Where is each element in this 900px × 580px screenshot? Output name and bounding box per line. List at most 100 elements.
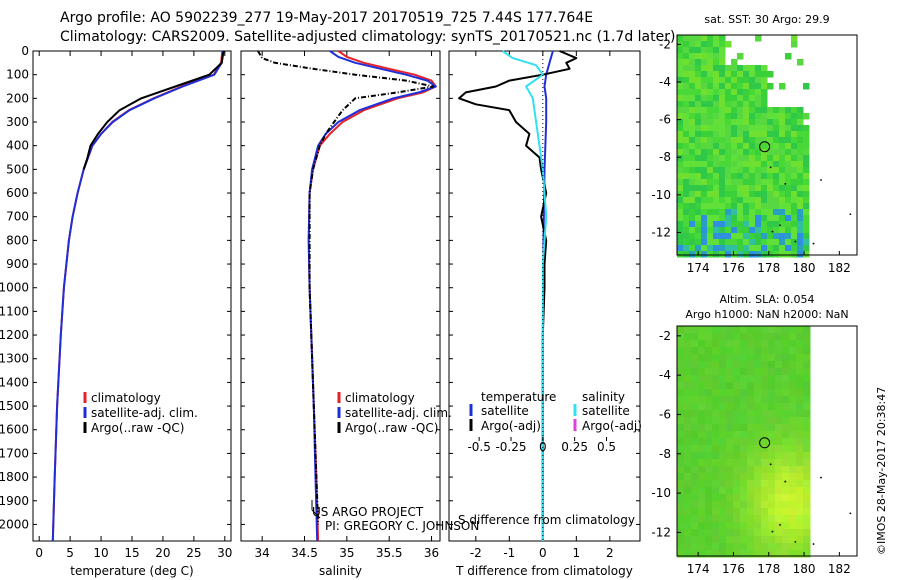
- sst-map-cell: [755, 197, 762, 204]
- sla-map-cell: [747, 466, 755, 474]
- sla-map-cell: [740, 347, 748, 355]
- sst-map-cell: [731, 155, 738, 162]
- sla-map-cell: [719, 501, 727, 509]
- sla-map-cell: [803, 473, 811, 481]
- sla-map-cell: [782, 375, 790, 383]
- sla-map-cell: [719, 529, 727, 537]
- sst-map-cell: [749, 137, 756, 144]
- sla-map-cell: [761, 515, 769, 523]
- sst-map-cell: [743, 215, 750, 222]
- sst-map-cell: [737, 143, 744, 150]
- sla-map-cell: [761, 368, 769, 376]
- sst-map-cell: [713, 131, 720, 138]
- imos-timestamp: ©IMOS 28-May-2017 20:38:47: [875, 386, 888, 555]
- sst-map-cell: [725, 173, 732, 180]
- sla-map-cell: [684, 333, 692, 341]
- sla-map-cell: [775, 501, 783, 509]
- sst-map-cell: [797, 239, 804, 246]
- sst-map-cell: [779, 125, 786, 132]
- sst-map-cell: [719, 179, 726, 186]
- depth-tick-label: 1000: [0, 281, 29, 295]
- annotation-leader-2: [311, 509, 321, 519]
- sst-map-cell: [677, 185, 684, 192]
- sla-map-cell: [768, 452, 776, 460]
- depth-tick-label: 100: [6, 68, 29, 82]
- sla-map-cell: [726, 368, 734, 376]
- sst-map-cell: [713, 245, 720, 252]
- sst-map-cell: [743, 77, 750, 84]
- sla-map-cell: [747, 333, 755, 341]
- sla-map-cell: [705, 410, 713, 418]
- sla-map-cell: [733, 550, 741, 558]
- sla-map-cell: [726, 396, 734, 404]
- sst-map-cell: [725, 107, 732, 114]
- sst-map-cell: [797, 233, 804, 240]
- sst-map-cell: [683, 119, 690, 126]
- sla-map-cell: [768, 340, 776, 348]
- sla-map-cell: [747, 361, 755, 369]
- sla-map-cell: [726, 424, 734, 432]
- sla-map-cell: [684, 543, 692, 551]
- sst-map-cell: [779, 185, 786, 192]
- sst-map-cell: [707, 155, 714, 162]
- sst-map-cell: [755, 233, 762, 240]
- sst-map-cell: [803, 215, 810, 222]
- sst-map-cell: [695, 173, 702, 180]
- sst-map-cell: [743, 137, 750, 144]
- sst-map-cell: [749, 185, 756, 192]
- sst-map-cell: [707, 233, 714, 240]
- sla-map-cell: [782, 459, 790, 467]
- sst-map-cell: [755, 35, 762, 42]
- sst-map-cell: [701, 179, 708, 186]
- salinity-diff-tick-label: 0.25: [561, 440, 588, 454]
- sla-map-cell: [705, 529, 713, 537]
- sst-map-cell: [761, 185, 768, 192]
- sla-map-cell: [747, 515, 755, 523]
- sst-map-cell: [773, 239, 780, 246]
- sla-map-cell: [761, 529, 769, 537]
- sst-map-cell: [743, 245, 750, 252]
- sla-map-cell: [803, 487, 811, 495]
- sst-map-cell: [683, 107, 690, 114]
- sst-map-cell: [695, 47, 702, 54]
- sst-map-cell: [677, 233, 684, 240]
- sla-map-cell: [698, 403, 706, 411]
- sla-map-cell: [768, 431, 776, 439]
- sla-map-subtitle: Argo h1000: NaN h2000: NaN: [685, 308, 848, 321]
- sla-map-cell: [677, 550, 685, 558]
- sst-map-cell: [749, 173, 756, 180]
- sla-map-cell: [761, 417, 769, 425]
- sst-map-cell: [713, 101, 720, 108]
- sla-map-cell: [782, 466, 790, 474]
- sst-map-cell: [797, 131, 804, 138]
- sst-map-cell: [803, 209, 810, 216]
- sst-map-cell: [791, 209, 798, 216]
- sst-map-cell: [683, 143, 690, 150]
- sst-map-cell: [695, 203, 702, 210]
- sla-map-cell: [677, 403, 685, 411]
- sla-map-cell: [775, 515, 783, 523]
- sst-map-cell: [773, 197, 780, 204]
- sla-map-cell: [803, 508, 811, 516]
- sst-map-cell: [689, 119, 696, 126]
- sst-map-cell: [755, 185, 762, 192]
- sst-map-cell: [689, 215, 696, 222]
- sla-map-island-mark: [769, 463, 772, 466]
- sst-map-cell: [689, 155, 696, 162]
- sst-map-cell: [701, 41, 708, 48]
- sst-map-cell: [701, 59, 708, 66]
- sst-map-cell: [791, 239, 798, 246]
- sst-map-cell: [773, 251, 780, 258]
- sst-map-cell: [719, 119, 726, 126]
- salinity-legend-item: satellite-adj. clim.: [345, 406, 452, 420]
- sst-map-cell: [779, 209, 786, 216]
- sla-map-cell: [803, 550, 811, 558]
- sst-map-cell: [677, 107, 684, 114]
- sla-map-cell: [754, 487, 762, 495]
- sst-map-cell: [761, 65, 768, 72]
- diff-legend-sal-heading: salinity: [582, 390, 625, 404]
- sst-map-cell: [779, 233, 786, 240]
- sst-map-cell: [773, 113, 780, 120]
- sla-map-cell: [775, 361, 783, 369]
- sst-map-cell: [791, 173, 798, 180]
